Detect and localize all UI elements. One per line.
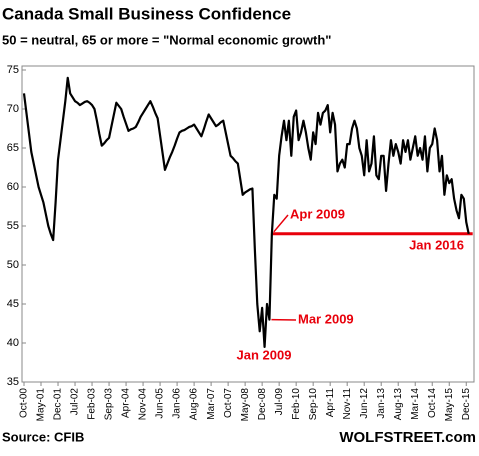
annotation: Jan 2016	[409, 237, 464, 252]
x-tick-label: Dec-01	[53, 388, 64, 421]
x-tick-label: Aug-13	[393, 388, 404, 421]
x-tick-label: Jul-02	[70, 388, 81, 416]
x-tick-label: Nov-11	[342, 388, 353, 420]
x-tick-label: May-01	[36, 388, 47, 422]
x-tick-label: Feb-10	[291, 388, 302, 420]
x-tick-label: May-08	[240, 388, 251, 422]
y-tick-label: 70	[7, 103, 19, 115]
annotation: Apr 2009	[290, 206, 345, 221]
y-tick-label: 35	[7, 376, 19, 388]
x-tick-label: Jun-05	[155, 388, 166, 419]
x-tick-label: Oct-14	[427, 388, 438, 418]
x-tick-label: Jan-06	[172, 388, 183, 419]
x-tick-label: Jan-13	[376, 388, 387, 419]
x-tick-label: Dec-08	[257, 388, 268, 421]
x-tick-label: Sep-03	[104, 388, 115, 421]
y-tick-label: 60	[7, 181, 19, 193]
plot-frame	[22, 66, 474, 382]
x-tick-label: Aug-06	[189, 388, 200, 421]
x-tick-label: Oct-07	[223, 388, 234, 418]
x-tick-label: Mar-07	[206, 388, 217, 420]
x-tick-label: Apr-11	[325, 388, 336, 418]
y-tick-label: 40	[7, 337, 19, 349]
x-tick-label: Nov-04	[138, 388, 149, 421]
source: Source: CFIB	[2, 429, 84, 444]
chart-subtitle: 50 = neutral, 65 or more = "Normal econo…	[2, 32, 331, 47]
x-tick-label: Jul-09	[274, 388, 285, 416]
y-tick-label: 75	[7, 64, 19, 76]
x-tick-label: Feb-03	[87, 388, 98, 420]
y-tick-label: 65	[7, 142, 19, 154]
chart-title: Canada Small Business Confidence	[2, 4, 291, 23]
y-tick-label: 50	[7, 259, 19, 271]
x-tick-label: Mar-14	[410, 388, 421, 420]
x-tick-label: Oct-00	[19, 388, 30, 418]
credit: WOLFSTREET.com	[339, 429, 476, 446]
x-tick-label: Dec-15	[461, 388, 472, 421]
y-tick-label: 55	[7, 220, 19, 232]
annotation-pointer	[274, 215, 288, 232]
line	[24, 78, 469, 347]
x-tick-label: Jun-12	[359, 388, 370, 419]
x-tick-label: Sep-10	[308, 388, 319, 421]
x-tick-label: May-15	[444, 388, 455, 422]
y-tick-label: 45	[7, 298, 19, 310]
x-tick-label: Apr-04	[121, 388, 132, 418]
annotation: Jan 2009	[237, 347, 292, 362]
annotation: Mar 2009	[298, 311, 354, 326]
